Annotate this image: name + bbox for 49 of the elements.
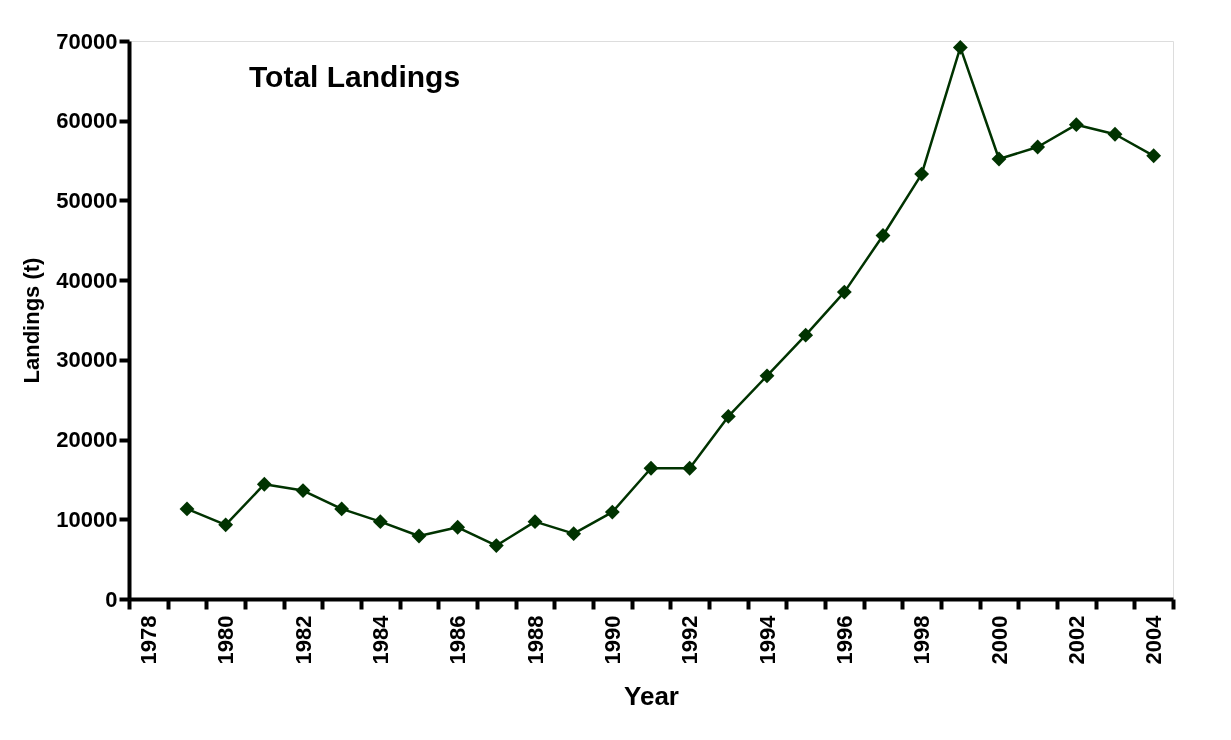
y-tick-label: 70000 xyxy=(56,28,118,54)
point xyxy=(1030,139,1046,155)
point xyxy=(1068,117,1084,133)
x-tick-label: 1990 xyxy=(599,615,625,665)
point xyxy=(836,284,852,300)
point xyxy=(682,460,698,476)
point xyxy=(720,409,736,424)
x-tick-label: 1994 xyxy=(754,614,780,665)
point xyxy=(566,526,582,542)
x-tick-label: 1992 xyxy=(677,615,703,665)
x-tick-label: 1984 xyxy=(367,614,393,665)
y-tick-label: 50000 xyxy=(56,187,118,213)
point xyxy=(991,151,1007,167)
point xyxy=(527,514,543,530)
text: Total Landings xyxy=(249,60,461,93)
x-tick-label: 2004 xyxy=(1141,614,1167,665)
x-tick-label: 1996 xyxy=(831,615,857,665)
x-tick-label: 1980 xyxy=(213,615,239,665)
x-tick-label: 1986 xyxy=(445,615,471,665)
point xyxy=(218,517,234,533)
point xyxy=(643,460,659,476)
y-axis-title: Landings (t) xyxy=(19,257,45,384)
point xyxy=(256,476,272,492)
x-tick-label: 1978 xyxy=(135,615,161,665)
y-tick-label: 40000 xyxy=(56,267,118,293)
point xyxy=(798,327,814,343)
point xyxy=(952,39,968,55)
y-tick-label: 30000 xyxy=(56,347,118,373)
y-tick-label: 20000 xyxy=(56,427,118,453)
point xyxy=(604,504,620,520)
x-axis-title: Year xyxy=(624,681,679,712)
x-tick-label: 1998 xyxy=(909,615,935,665)
point xyxy=(372,514,388,530)
x-tick-label: 2002 xyxy=(1063,615,1089,665)
point xyxy=(914,166,930,182)
x-tick-label: 1988 xyxy=(522,615,548,665)
point xyxy=(759,368,775,384)
point xyxy=(1146,148,1162,164)
y-tick-label: 10000 xyxy=(56,506,118,532)
x-tick-label: 2000 xyxy=(986,615,1012,665)
point xyxy=(334,501,350,517)
y-tick-label: 60000 xyxy=(56,108,118,134)
point xyxy=(488,538,504,554)
point xyxy=(1107,126,1123,142)
point xyxy=(450,519,466,535)
y-tick-label: 0 xyxy=(105,586,118,612)
point xyxy=(179,501,195,517)
point xyxy=(411,528,427,544)
x-tick-label: 1982 xyxy=(290,615,316,665)
